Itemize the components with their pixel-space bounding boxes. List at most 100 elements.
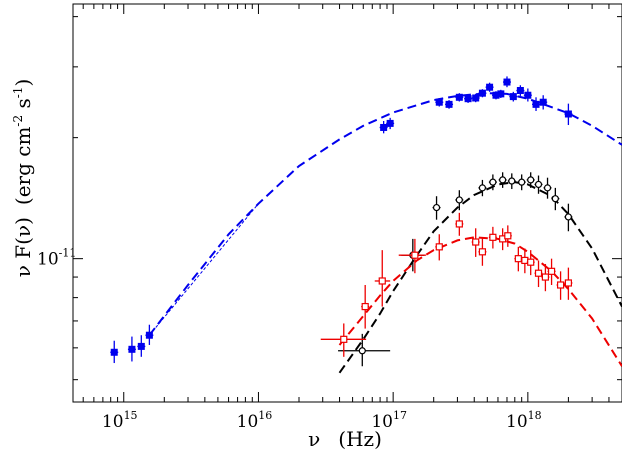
blue-data-point bbox=[532, 97, 541, 111]
red-data-point bbox=[398, 238, 426, 274]
x-axis-symbol: ν bbox=[308, 427, 320, 451]
x-tick-label: 1017 bbox=[371, 409, 407, 432]
y-axis-unit-close: ) bbox=[11, 79, 35, 87]
red-data-point bbox=[471, 228, 480, 257]
marker-open-square bbox=[556, 281, 565, 289]
marker-open-circle bbox=[551, 195, 559, 203]
y-axis-label: ν F(ν) (erg cm-2 s-1) bbox=[11, 79, 35, 278]
blue-data-point bbox=[435, 97, 444, 107]
marker-open-square bbox=[361, 302, 369, 311]
red-data-point bbox=[455, 212, 464, 236]
blue-data-point bbox=[386, 117, 395, 130]
red-data-point bbox=[478, 237, 487, 266]
blue-data-point bbox=[145, 324, 154, 345]
marker-open-square bbox=[527, 258, 535, 266]
x-axis-label: ν (Hz) bbox=[308, 427, 382, 451]
y-axis-main: ν F(ν) bbox=[11, 217, 35, 277]
marker-filled-square bbox=[455, 93, 463, 101]
blue-data-point bbox=[379, 121, 388, 134]
marker-filled-square bbox=[478, 89, 486, 97]
marker-open-square bbox=[411, 251, 419, 259]
marker-open-circle bbox=[508, 177, 516, 185]
black-data-point bbox=[551, 187, 560, 211]
red-data-point bbox=[541, 263, 550, 292]
marker-filled-square bbox=[386, 119, 394, 127]
marker-open-square bbox=[564, 279, 572, 287]
x-tick-base: 10 bbox=[506, 412, 528, 432]
marker-filled-square bbox=[539, 98, 547, 106]
marker-open-square bbox=[504, 232, 512, 240]
marker-filled-square bbox=[137, 342, 145, 350]
y-tick-label: 10-11 bbox=[37, 247, 76, 270]
blue-data-point bbox=[127, 336, 136, 362]
marker-open-square bbox=[541, 273, 550, 281]
red-data-point bbox=[556, 271, 565, 300]
x-tick-exp: 17 bbox=[393, 409, 407, 422]
marker-open-square bbox=[472, 238, 480, 246]
x-tick-base: 10 bbox=[371, 412, 393, 432]
x-tick-label: 1016 bbox=[237, 409, 273, 432]
x-tick-base: 10 bbox=[102, 412, 124, 432]
red-data-point bbox=[547, 258, 556, 285]
y-tick-base: 10 bbox=[37, 250, 59, 270]
marker-open-square bbox=[489, 233, 497, 241]
black-data-point bbox=[478, 179, 487, 197]
blue-data-point bbox=[455, 93, 464, 102]
marker-open-square bbox=[455, 220, 463, 228]
blue-data-point bbox=[509, 91, 518, 102]
blue-data-point bbox=[445, 100, 454, 109]
marker-open-circle bbox=[518, 178, 526, 186]
red-data-point bbox=[514, 246, 523, 272]
marker-open-square bbox=[340, 335, 348, 343]
marker-open-circle bbox=[499, 176, 507, 184]
x-tick-exp: 18 bbox=[528, 409, 542, 422]
blue-data-point bbox=[485, 82, 494, 92]
marker-filled-square bbox=[110, 348, 118, 356]
red-data-point bbox=[564, 267, 573, 300]
marker-filled-square bbox=[145, 331, 153, 339]
blue-data-point bbox=[137, 335, 146, 357]
x-tick-exp: 15 bbox=[124, 409, 138, 422]
blue-data-point bbox=[564, 103, 573, 126]
marker-filled-square bbox=[503, 78, 511, 86]
black-data-point bbox=[498, 172, 507, 188]
marker-filled-square bbox=[492, 91, 500, 99]
marker-open-square bbox=[547, 267, 556, 275]
black-data-point bbox=[432, 196, 441, 220]
marker-filled-square bbox=[128, 345, 136, 353]
data-points bbox=[110, 76, 573, 367]
x-tick-base: 10 bbox=[237, 412, 259, 432]
marker-filled-square bbox=[445, 100, 453, 108]
y-axis-unit-base: (erg cm bbox=[11, 127, 35, 206]
blue-model-curve bbox=[148, 92, 622, 336]
marker-filled-square bbox=[516, 87, 524, 95]
black-data-point bbox=[507, 173, 516, 190]
x-tick-label: 1018 bbox=[506, 409, 542, 432]
marker-open-circle bbox=[534, 180, 543, 189]
marker-filled-square bbox=[564, 110, 572, 118]
blue-data-point bbox=[478, 89, 487, 98]
y-axis-unit-exp2: -1 bbox=[11, 87, 25, 99]
marker-open-circle bbox=[564, 213, 572, 221]
x-tick-label: 1015 bbox=[102, 409, 138, 432]
blue-data-point bbox=[110, 340, 119, 364]
black-data-point bbox=[455, 190, 464, 211]
marker-open-square bbox=[478, 248, 487, 256]
plot-frame bbox=[72, 3, 622, 403]
marker-filled-square bbox=[380, 123, 388, 131]
red-data-point bbox=[503, 225, 512, 247]
marker-filled-square bbox=[486, 83, 494, 91]
black-data-point bbox=[526, 172, 535, 188]
black-data-point bbox=[543, 177, 552, 199]
blue-data-point bbox=[523, 88, 532, 102]
marker-filled-square bbox=[509, 93, 517, 101]
y-axis-unit-mid: s bbox=[11, 98, 35, 115]
blue-data-point bbox=[464, 94, 473, 103]
black-data-point bbox=[517, 174, 526, 191]
black-model-curve bbox=[338, 181, 622, 374]
red-data-point bbox=[361, 284, 370, 329]
blue-data-point bbox=[496, 89, 505, 98]
x-tick-exp: 16 bbox=[258, 409, 272, 422]
